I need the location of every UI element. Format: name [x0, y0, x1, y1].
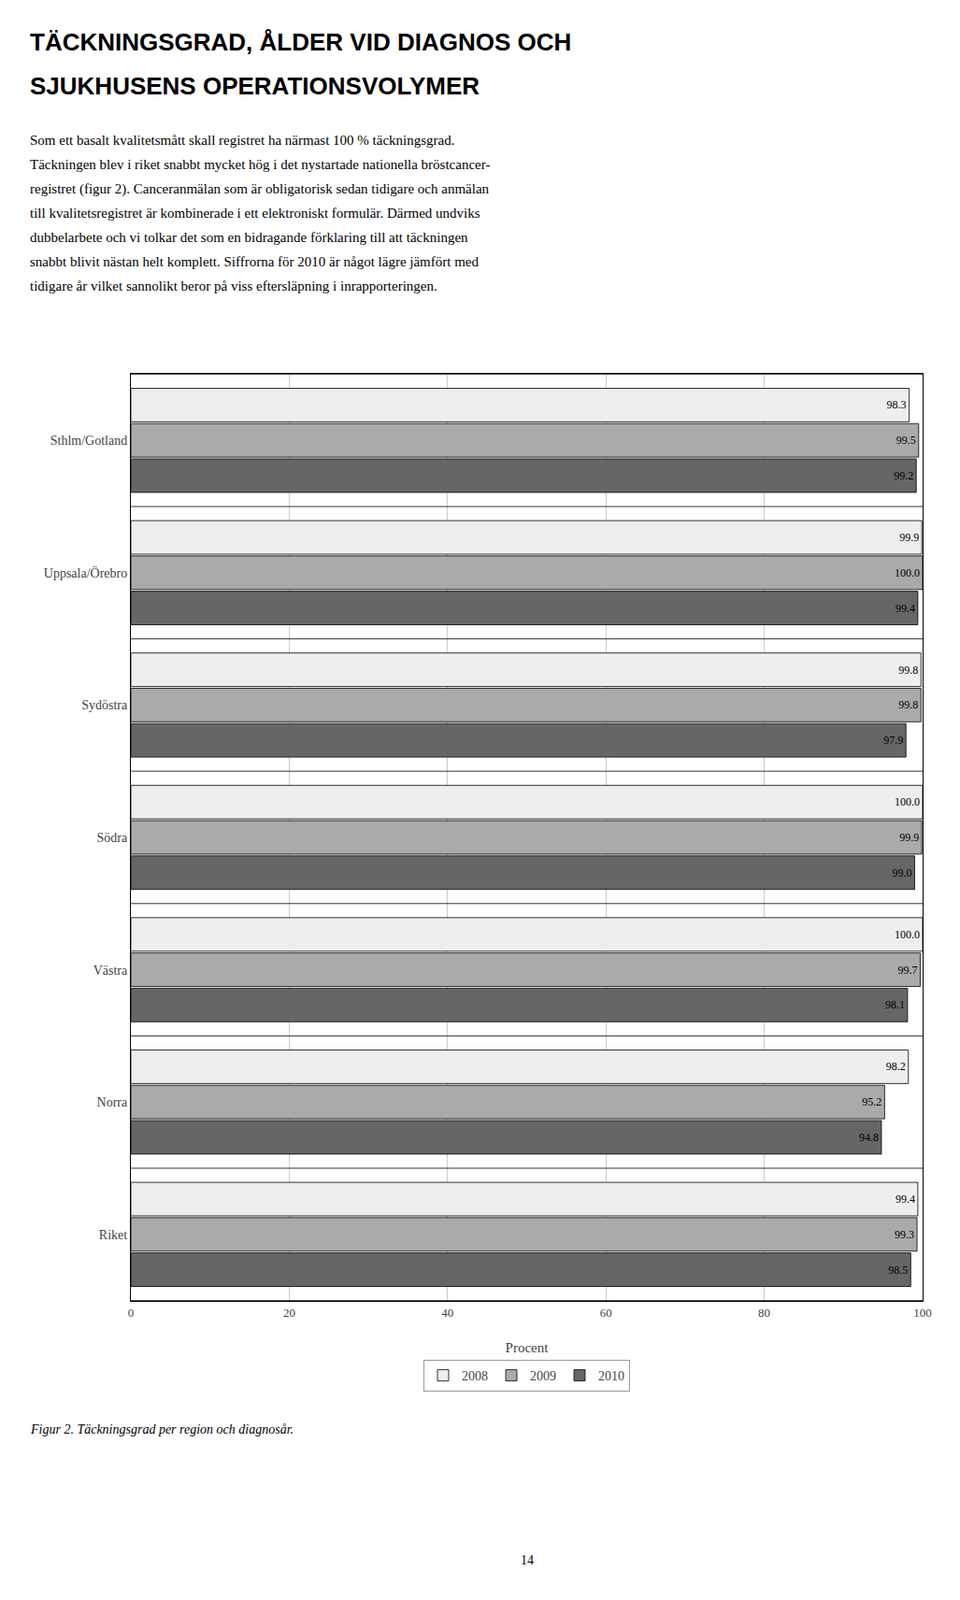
svg-text:100.0: 100.0	[894, 928, 920, 942]
svg-text:99.0: 99.0	[892, 866, 913, 880]
svg-text:100: 100	[913, 1305, 932, 1320]
svg-text:registret (figur 2). Canceranm: registret (figur 2). Canceranmälan som ä…	[29, 181, 490, 198]
svg-text:98.3: 98.3	[887, 398, 907, 412]
svg-text:40: 40	[441, 1305, 454, 1320]
svg-text:60: 60	[600, 1305, 613, 1320]
svg-text:Sthlm/Gotland: Sthlm/Gotland	[50, 433, 128, 448]
svg-text:20: 20	[283, 1305, 296, 1320]
svg-text:Som ett basalt kvalitetsmått s: Som ett basalt kvalitetsmått skall regis…	[29, 132, 455, 148]
svg-text:Västra: Västra	[93, 963, 129, 978]
svg-text:Sydöstra: Sydöstra	[81, 698, 129, 713]
svg-text:dubbelarbete och vi tolkar det: dubbelarbete och vi tolkar det som en bi…	[29, 229, 469, 245]
svg-text:Täckningen blev i riket snabbt: Täckningen blev i riket snabbt mycket hö…	[29, 157, 490, 172]
svg-text:till kvalitetsregistret är kom: till kvalitetsregistret är kombinerade i…	[29, 205, 481, 221]
svg-text:Procent: Procent	[505, 1340, 550, 1356]
svg-text:99.9: 99.9	[899, 530, 919, 545]
svg-text:14: 14	[520, 1553, 534, 1568]
svg-text:99.4: 99.4	[895, 1192, 916, 1206]
svg-text:2009: 2009	[530, 1369, 557, 1384]
svg-text:2010: 2010	[598, 1369, 625, 1384]
svg-text:Riket: Riket	[99, 1228, 128, 1243]
svg-text:98.2: 98.2	[886, 1060, 906, 1074]
svg-text:2008: 2008	[461, 1369, 488, 1384]
svg-text:snabbt blivit nästan helt komp: snabbt blivit nästan helt komplett. Siff…	[29, 254, 480, 270]
svg-text:99.4: 99.4	[895, 601, 916, 616]
svg-text:99.8: 99.8	[898, 698, 918, 712]
svg-text:99.7: 99.7	[897, 963, 918, 977]
svg-text:98.5: 98.5	[888, 1263, 908, 1277]
svg-text:80: 80	[758, 1305, 771, 1320]
svg-text:0: 0	[128, 1305, 135, 1320]
svg-text:SJUKHUSENS OPERATIONSVOLYMER: SJUKHUSENS OPERATIONSVOLYMER	[29, 71, 480, 101]
svg-text:100.0: 100.0	[894, 795, 920, 809]
svg-text:98.1: 98.1	[885, 998, 905, 1012]
svg-text:99.9: 99.9	[899, 831, 919, 845]
svg-text:97.9: 97.9	[883, 733, 903, 747]
svg-text:Uppsala/Örebro: Uppsala/Örebro	[43, 565, 128, 581]
svg-text:TÄCKNINGSGRAD, ÅLDER VID DIAGN: TÄCKNINGSGRAD, ÅLDER VID DIAGNOS OCH	[29, 28, 572, 57]
svg-text:99.5: 99.5	[896, 433, 917, 447]
svg-text:Figur 2. Täckningsgrad per reg: Figur 2. Täckningsgrad per region och di…	[29, 1422, 294, 1437]
svg-text:99.8: 99.8	[898, 663, 918, 677]
svg-text:95.2: 95.2	[861, 1095, 882, 1109]
svg-text:100.0: 100.0	[894, 566, 920, 580]
svg-text:99.2: 99.2	[893, 469, 914, 483]
svg-text:99.3: 99.3	[894, 1228, 915, 1242]
svg-text:Norra: Norra	[97, 1095, 129, 1110]
svg-text:94.8: 94.8	[859, 1131, 879, 1145]
svg-text:Södra: Södra	[97, 831, 129, 846]
svg-text:tidigare år vilket sannolikt b: tidigare år vilket sannolikt beror på vi…	[29, 278, 438, 294]
